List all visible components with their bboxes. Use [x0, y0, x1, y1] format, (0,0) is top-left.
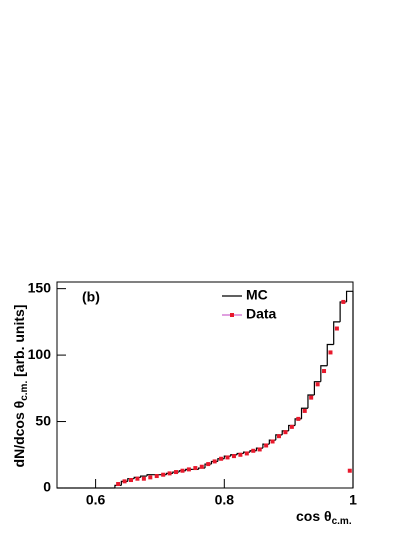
data-point [264, 443, 269, 448]
data-point [231, 454, 236, 459]
histogram-bin [345, 290, 353, 302]
data-point [186, 467, 191, 472]
y-label-rest: [arb. units] [11, 305, 27, 381]
histogram-bin [140, 475, 148, 478]
x-label-main: cos θ [296, 508, 332, 524]
data-point [334, 326, 339, 331]
data-point [148, 475, 153, 480]
x-label-sub: c.m. [332, 516, 352, 527]
y-tick-label: 0 [43, 479, 51, 495]
histogram-bin [333, 321, 341, 345]
data-point [257, 447, 262, 452]
x-axis-label: cos θc.m. [296, 508, 352, 527]
data-point [251, 448, 256, 453]
data-point [174, 470, 179, 475]
data-point [244, 451, 249, 456]
x-tick-label: 0.8 [215, 492, 235, 508]
data-point [296, 416, 301, 421]
annotation: (b) [82, 289, 100, 305]
data-point [219, 456, 224, 461]
y-axis-label: dN/dcos θc.m. [arb. units] [11, 305, 30, 468]
histogram-bin [300, 407, 308, 419]
legend-label: Data [246, 306, 277, 322]
data-point [129, 478, 133, 483]
histogram-bin [326, 343, 334, 366]
data-point [238, 452, 243, 457]
histogram-bin [146, 474, 154, 477]
data-point [283, 430, 288, 435]
data-point [154, 474, 159, 479]
y-label-sub: c.m. [19, 381, 30, 401]
data-point [116, 482, 121, 487]
data-point [206, 462, 211, 467]
y-tick-label: 50 [35, 412, 51, 428]
data-point [161, 472, 166, 477]
histogram-bin [339, 301, 347, 322]
histogram-bin [313, 381, 321, 395]
legend-marker [230, 313, 234, 317]
y-tick-label: 150 [28, 279, 52, 295]
data-point [277, 434, 281, 439]
data-point [341, 299, 346, 304]
histogram-bin [320, 365, 328, 382]
data-point [141, 476, 146, 481]
data-point [289, 424, 294, 429]
data-point [328, 350, 333, 355]
x-tick-label: 0.6 [86, 492, 106, 508]
data-point [302, 408, 307, 413]
data-point [199, 464, 204, 469]
data-point [167, 471, 172, 476]
data-point [122, 479, 127, 484]
plot-frame [56, 281, 354, 489]
legend-label: MC [246, 287, 268, 303]
y-tick-label: 100 [28, 346, 52, 362]
y-label-main: dN/dcos θ [11, 401, 27, 468]
data-point [135, 476, 140, 481]
histogram-bin [307, 394, 315, 409]
data-point [225, 455, 230, 460]
data-point [315, 382, 320, 387]
data-point [322, 369, 327, 374]
data-point [347, 468, 352, 473]
data-point [180, 468, 185, 473]
x-tick-label: 1 [349, 492, 357, 508]
data-point [309, 395, 314, 400]
data-point [270, 439, 275, 444]
data-point [193, 466, 198, 471]
data-point [212, 459, 217, 464]
